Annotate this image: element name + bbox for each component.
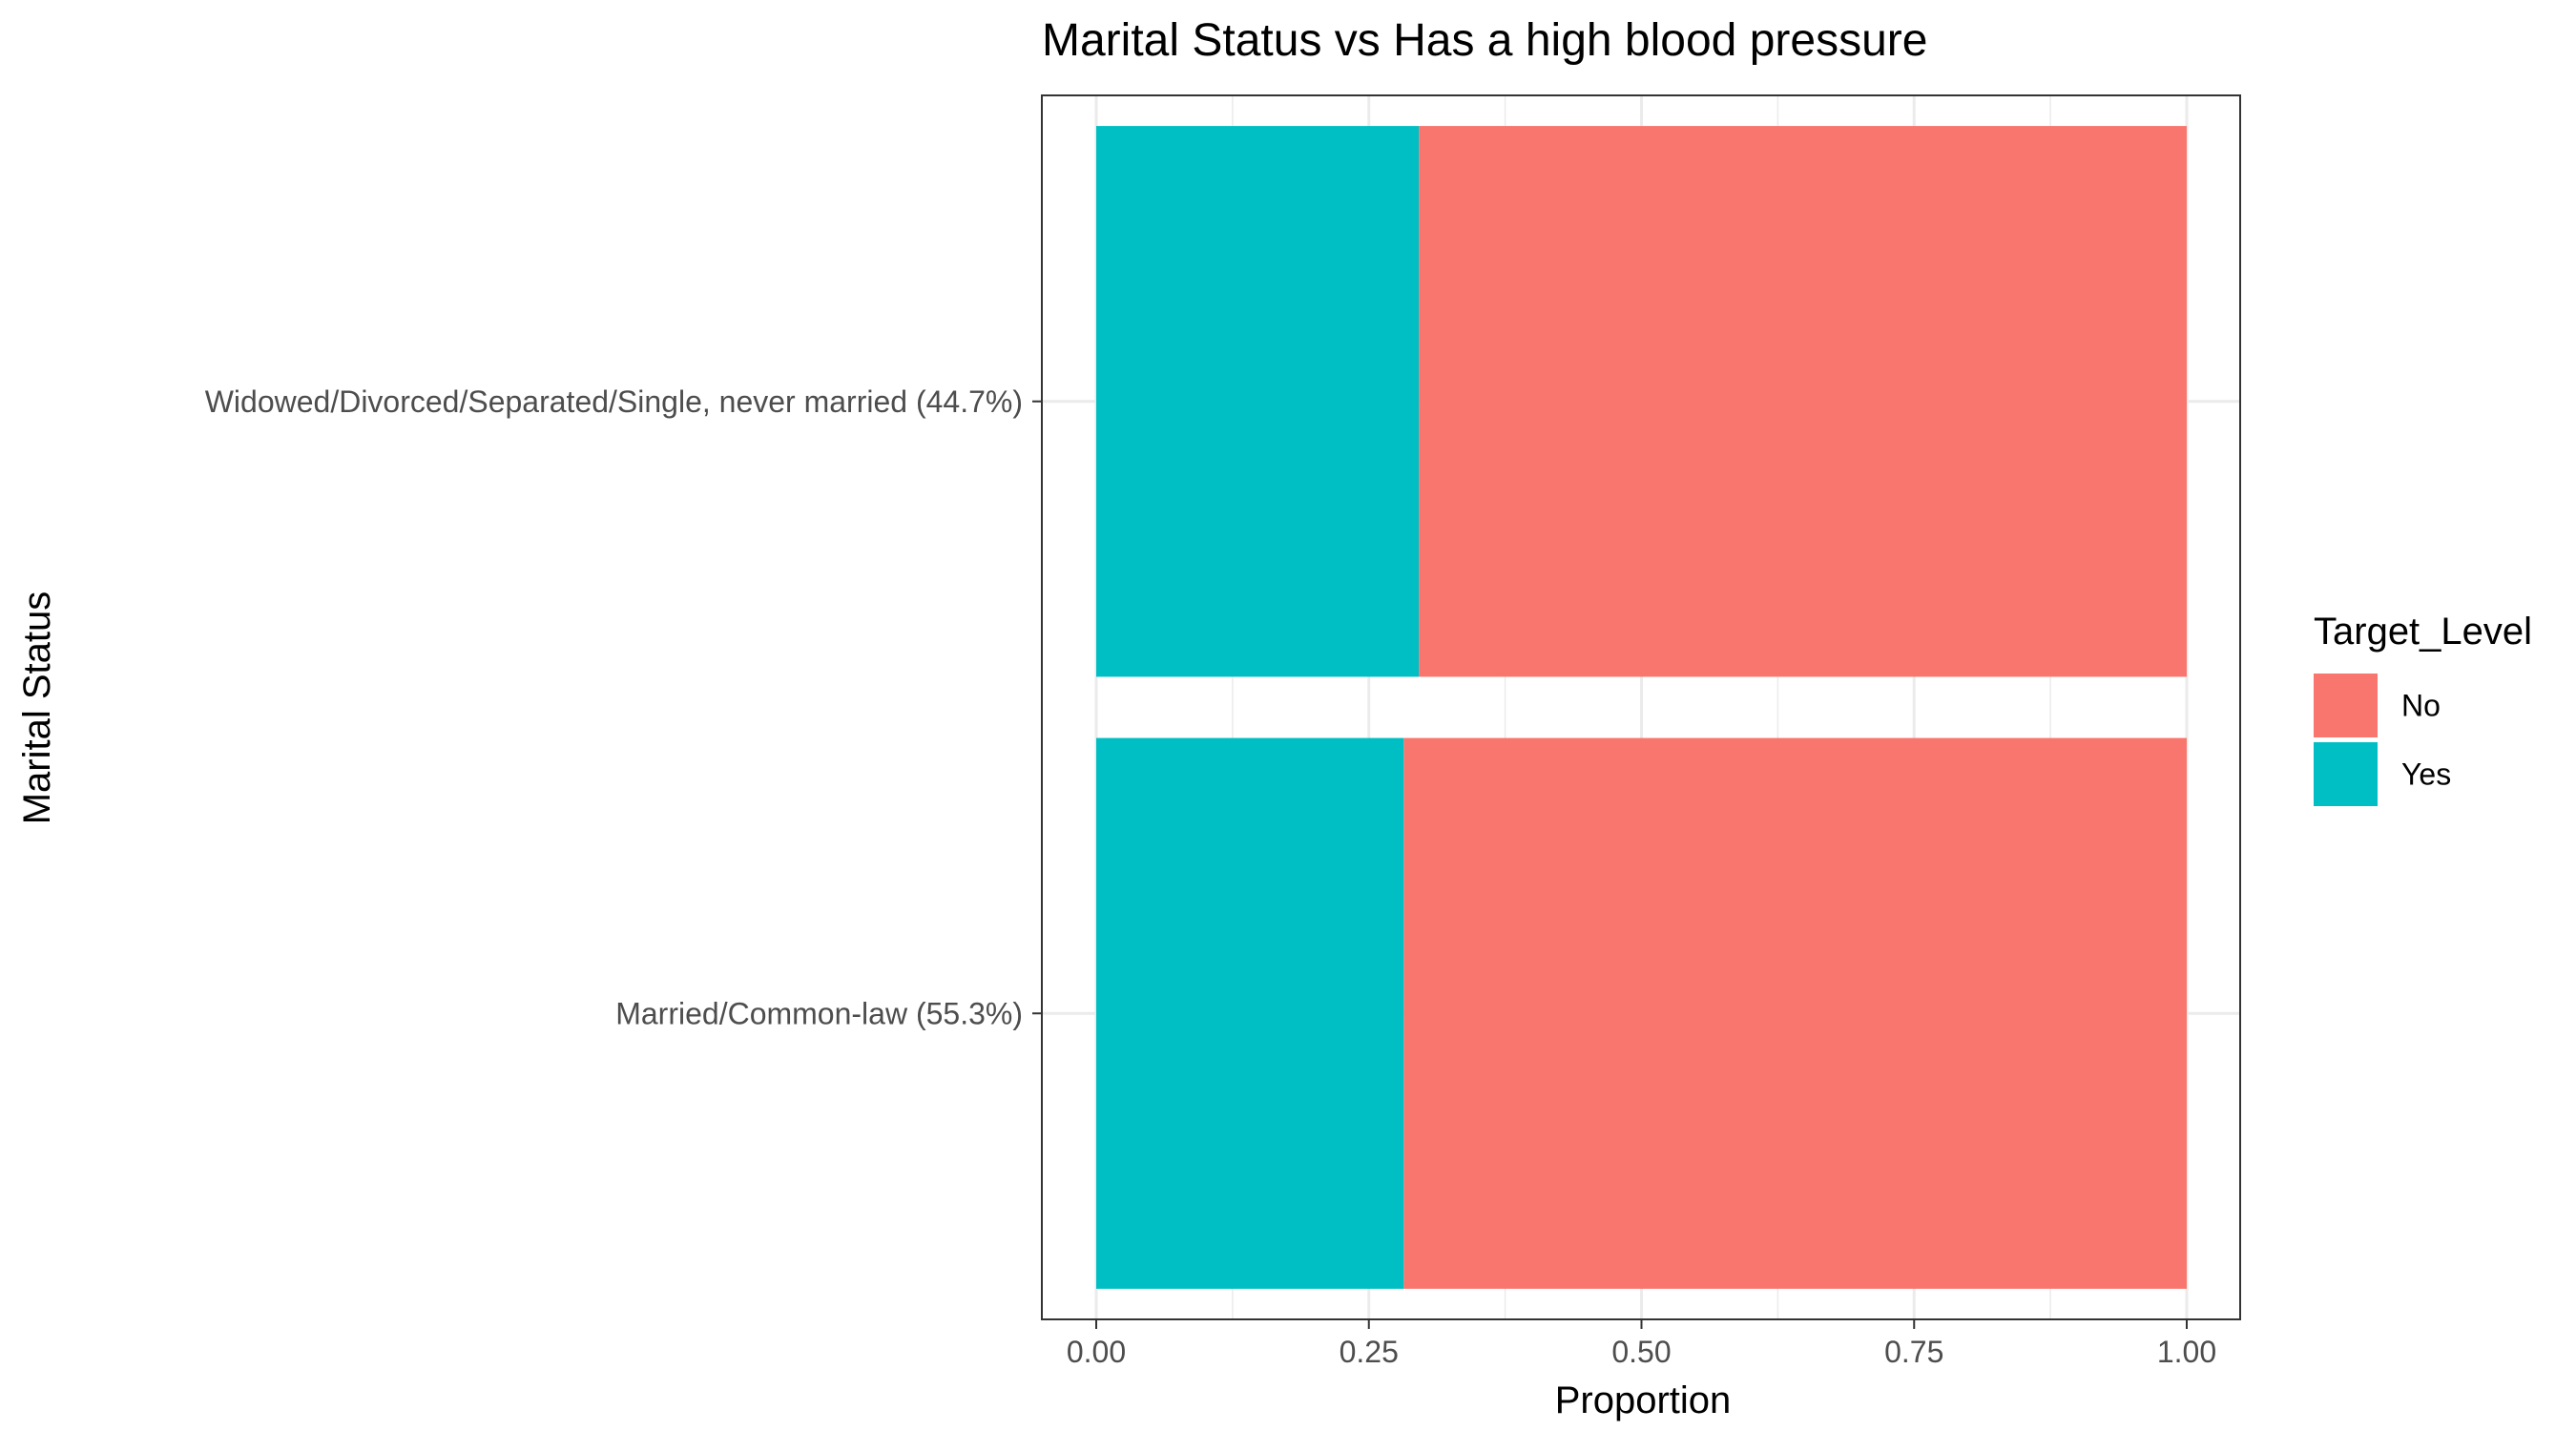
y-tick-label: Widowed/Divorced/Separated/Single, never…: [205, 384, 1023, 419]
x-axis: 0.00 0.25 0.50 0.75 1.00: [1067, 1319, 2216, 1369]
legend-key-no: [2314, 674, 2378, 737]
legend: Target_Level No Yes: [2314, 611, 2532, 806]
x-tick-label: 0.00: [1067, 1335, 1126, 1369]
y-axis: Widowed/Divorced/Separated/Single, never…: [205, 384, 1042, 1030]
plot-panel: [1041, 94, 2241, 1320]
x-tick-label: 0.25: [1340, 1335, 1399, 1369]
y-tick-label: Married/Common-law (55.3%): [615, 996, 1023, 1030]
chart-title: Marital Status vs Has a high blood press…: [1042, 15, 1927, 66]
legend-label-yes: Yes: [2401, 757, 2451, 792]
x-tick-label: 1.00: [2157, 1335, 2216, 1369]
x-axis-title: Proportion: [1555, 1379, 1732, 1421]
bar-yes-1: [1096, 126, 1420, 677]
y-axis-title: Marital Status: [16, 591, 58, 825]
x-tick-label: 0.50: [1611, 1335, 1671, 1369]
legend-key-yes: [2314, 742, 2378, 806]
bar-no-2: [1403, 737, 2187, 1289]
bars: [1096, 126, 2187, 1289]
bar-no-1: [1419, 126, 2187, 677]
x-tick-label: 0.75: [1884, 1335, 1943, 1369]
legend-title: Target_Level: [2314, 611, 2532, 653]
legend-entries: No Yes: [2314, 674, 2451, 806]
bar-yes-2: [1096, 737, 1404, 1289]
legend-label-no: No: [2401, 689, 2441, 723]
